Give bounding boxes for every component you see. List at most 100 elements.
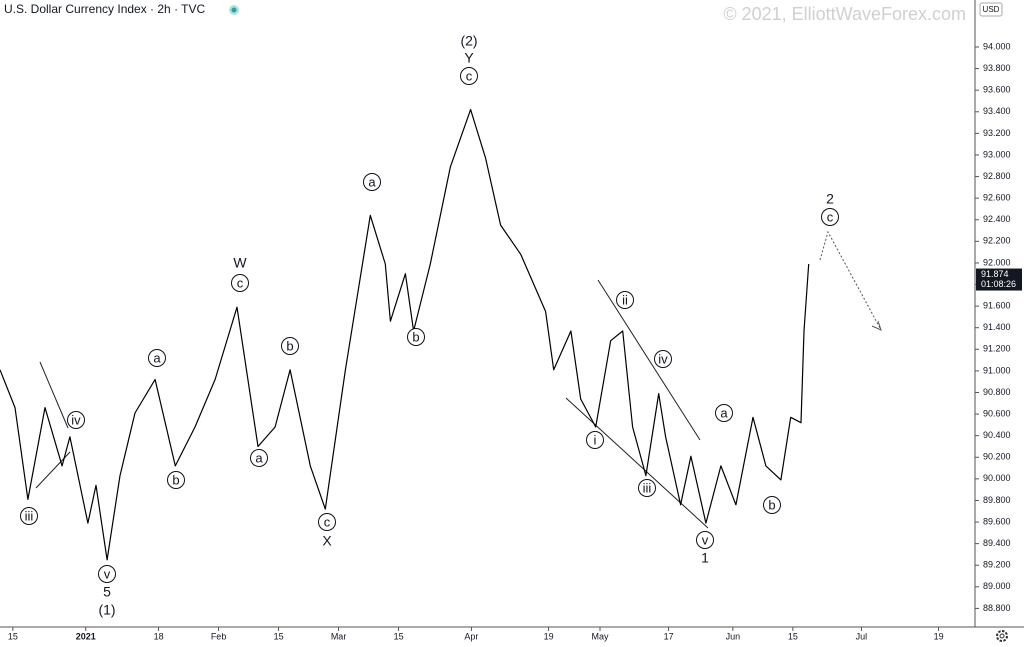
wave-label: 2 bbox=[826, 191, 834, 207]
projection-path bbox=[819, 230, 881, 329]
wave-circle bbox=[363, 173, 381, 191]
wave-label: a bbox=[255, 450, 263, 465]
trend-line bbox=[565, 397, 709, 529]
wave-label: iii bbox=[643, 480, 652, 495]
y-tick-label: 90.600 bbox=[983, 408, 1011, 418]
x-tick-label: 15 bbox=[8, 631, 18, 641]
y-tick-label: 93.000 bbox=[983, 149, 1011, 159]
wave-circle bbox=[20, 507, 38, 525]
wave-label: W bbox=[233, 255, 247, 271]
wave-label: b bbox=[286, 338, 293, 353]
wave-circle bbox=[98, 565, 116, 583]
y-tick-label: 88.800 bbox=[983, 603, 1011, 613]
trend-line bbox=[39, 361, 69, 429]
x-tick-label: 15 bbox=[274, 631, 284, 641]
wave-label: 5 bbox=[103, 584, 111, 600]
wave-label: ii bbox=[622, 292, 628, 307]
wave-circle bbox=[654, 350, 672, 368]
y-tick-label: 90.800 bbox=[983, 387, 1011, 397]
x-tick-label: May bbox=[591, 631, 609, 641]
last-price-label: 91.874 bbox=[981, 269, 1009, 279]
y-tick-label: 92.400 bbox=[983, 214, 1011, 224]
wave-label: c bbox=[237, 275, 244, 290]
y-tick-label: 91.600 bbox=[983, 300, 1011, 310]
wave-label: a bbox=[153, 350, 161, 365]
x-tick-label: Feb bbox=[211, 631, 227, 641]
wave-label: c bbox=[324, 514, 331, 529]
status-dot-core bbox=[231, 7, 237, 13]
wave-circle bbox=[231, 274, 249, 292]
y-tick-label: 90.400 bbox=[983, 430, 1011, 440]
watermark: © 2021, ElliottWaveForex.com bbox=[723, 4, 966, 24]
wave-circle bbox=[407, 328, 425, 346]
chart-title: U.S. Dollar Currency Index · 2h · TVC bbox=[4, 2, 206, 16]
y-tick-label: 93.600 bbox=[983, 85, 1011, 95]
x-tick-label: 19 bbox=[934, 631, 944, 641]
y-tick-label: 89.200 bbox=[983, 560, 1011, 570]
wave-circle bbox=[318, 513, 336, 531]
x-tick-label: 15 bbox=[788, 631, 798, 641]
wave-label: a bbox=[368, 174, 376, 189]
wave-label: a bbox=[720, 405, 728, 420]
y-tick-label: 91.200 bbox=[983, 344, 1011, 354]
trend-line bbox=[597, 279, 701, 441]
projection-arrow bbox=[871, 320, 882, 331]
wave-label: b bbox=[768, 497, 775, 512]
wave-circle bbox=[616, 291, 634, 309]
price-line bbox=[0, 109, 810, 561]
wave-label: b bbox=[412, 329, 419, 344]
x-tick-label: 15 bbox=[394, 631, 404, 641]
y-tick-label: 91.000 bbox=[983, 365, 1011, 375]
wave-label: i bbox=[594, 432, 597, 447]
x-tick-label: Jul bbox=[856, 631, 868, 641]
wave-circle bbox=[763, 496, 781, 514]
wave-circle bbox=[250, 449, 268, 467]
x-tick-label: 2021 bbox=[76, 631, 96, 641]
last-price-box bbox=[976, 268, 1022, 291]
wave-label: 1 bbox=[701, 550, 709, 566]
wave-label: iv bbox=[658, 351, 668, 366]
wave-label: iii bbox=[25, 508, 34, 523]
countdown-label: 01:08:26 bbox=[981, 279, 1016, 289]
y-tick-label: 93.800 bbox=[983, 63, 1011, 73]
y-tick-label: 92.000 bbox=[983, 257, 1011, 267]
wave-label: (2) bbox=[460, 33, 477, 49]
x-tick-label: Jun bbox=[726, 631, 741, 641]
wave-circle bbox=[821, 208, 839, 226]
currency-label: USD bbox=[983, 5, 1000, 14]
wave-label: (1) bbox=[98, 602, 115, 618]
wave-label: b bbox=[172, 472, 179, 487]
wave-circle bbox=[715, 404, 733, 422]
y-tick-label: 89.400 bbox=[983, 538, 1011, 548]
wave-circle bbox=[586, 431, 604, 449]
y-tick-label: 90.200 bbox=[983, 452, 1011, 462]
wave-label: c bbox=[827, 209, 834, 224]
wave-circle bbox=[148, 349, 166, 367]
y-tick-label: 93.400 bbox=[983, 106, 1011, 116]
wave-circle bbox=[167, 471, 185, 489]
settings-icon[interactable] bbox=[996, 630, 1008, 642]
y-tick-label: 89.600 bbox=[983, 516, 1011, 526]
x-tick-label: Apr bbox=[464, 631, 478, 641]
y-tick-label: 89.800 bbox=[983, 495, 1011, 505]
wave-label: iv bbox=[71, 412, 81, 427]
y-tick-label: 94.000 bbox=[983, 41, 1011, 51]
wave-label: v bbox=[104, 566, 111, 581]
wave-circle bbox=[638, 479, 656, 497]
y-tick-label: 93.200 bbox=[983, 128, 1011, 138]
x-tick-label: 19 bbox=[544, 631, 554, 641]
y-tick-label: 92.200 bbox=[983, 236, 1011, 246]
x-tick-label: Mar bbox=[331, 631, 347, 641]
wave-circle bbox=[460, 67, 478, 85]
wave-label: c bbox=[466, 68, 473, 83]
wave-label: X bbox=[322, 533, 332, 549]
wave-circle bbox=[281, 337, 299, 355]
wave-label: v bbox=[702, 532, 709, 547]
x-tick-label: 18 bbox=[154, 631, 164, 641]
y-tick-label: 92.800 bbox=[983, 171, 1011, 181]
currency-box[interactable] bbox=[979, 2, 1003, 17]
y-tick-label: 91.400 bbox=[983, 322, 1011, 332]
